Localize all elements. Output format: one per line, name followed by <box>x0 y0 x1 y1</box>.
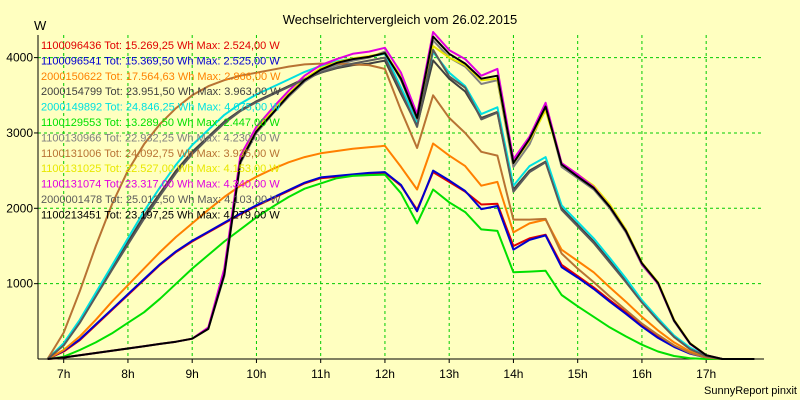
series-line <box>46 51 755 360</box>
legend-entry: 1100130966 Tot: 22.932,25 Wh Max: 4.230,… <box>41 132 280 144</box>
x-tick-label: 7h <box>57 367 70 381</box>
legend-entry: 1100096541 Tot: 15.369,50 Wh Max: 2.525,… <box>41 55 280 67</box>
series-line <box>47 173 755 360</box>
grid <box>38 35 764 359</box>
series-line <box>47 35 755 360</box>
legend-entry: 1100096436 Tot: 15.269,25 Wh Max: 2.524,… <box>41 40 280 52</box>
legend-entry: 1100131025 Tot: 22.527,00 Wh Max: 4.153,… <box>41 163 280 175</box>
x-tick-label: 14h <box>503 367 523 381</box>
x-tick-label: 11h <box>311 367 330 381</box>
axes: 1000 2000 3000 4000 7h 8h 9h 10h 11h 12h 13h 14h 15h… <box>6 35 764 381</box>
x-tick-label: 10h <box>246 367 266 381</box>
series-lines <box>46 31 755 360</box>
legend-entry: 1100213451 Tot: 23.197,25 Wh Max: 4.279,… <box>41 209 280 221</box>
series-line <box>47 169 755 360</box>
chart-title: Wechselrichtervergleich vom 26.02.2015 <box>283 12 518 27</box>
y-axis-label: W <box>34 18 47 33</box>
x-tick-label: 17h <box>696 367 716 381</box>
y-tick-label: 1000 <box>6 277 33 291</box>
series-line <box>46 62 755 360</box>
legend-entry: 1100131074 Tot: 23.317,00 Wh Max: 4.340,… <box>41 179 280 191</box>
legend-entry: 1100129553 Tot: 13.289,50 Wh Max: 2.447,… <box>41 117 280 129</box>
legend-entry: 1100131006 Tot: 24.092,75 Wh Max: 3.935,… <box>41 148 280 160</box>
y-tick-label: 4000 <box>6 51 33 65</box>
x-tick-label: 13h <box>439 367 459 381</box>
y-tick-label: 3000 <box>6 126 33 140</box>
legend-entry: 2000001478 Tot: 25.012,50 Wh Max: 4.103,… <box>41 194 281 206</box>
legend-entry: 2000150622 Tot: 17.564,63 Wh Max: 2.866,… <box>41 71 281 83</box>
x-tick-label: 15h <box>568 367 588 381</box>
x-tick-label: 16h <box>632 367 652 381</box>
series-line <box>47 142 755 360</box>
series-line <box>46 48 755 360</box>
legend-entry: 2000154799 Tot: 23.951,50 Wh Max: 3.963,… <box>41 86 281 98</box>
footer-text: SunnyReport pinxit <box>704 385 797 397</box>
y-tick-label: 2000 <box>6 201 33 215</box>
x-tick-label: 9h <box>186 367 199 381</box>
legend: 1100096436 Tot: 15.269,25 Wh Max: 2.524,… <box>41 40 281 221</box>
legend-entry: 2000149892 Tot: 24.846,25 Wh Max: 4.075,… <box>41 102 281 114</box>
x-tick-label: 12h <box>375 367 395 381</box>
x-tick-label: 8h <box>121 367 134 381</box>
